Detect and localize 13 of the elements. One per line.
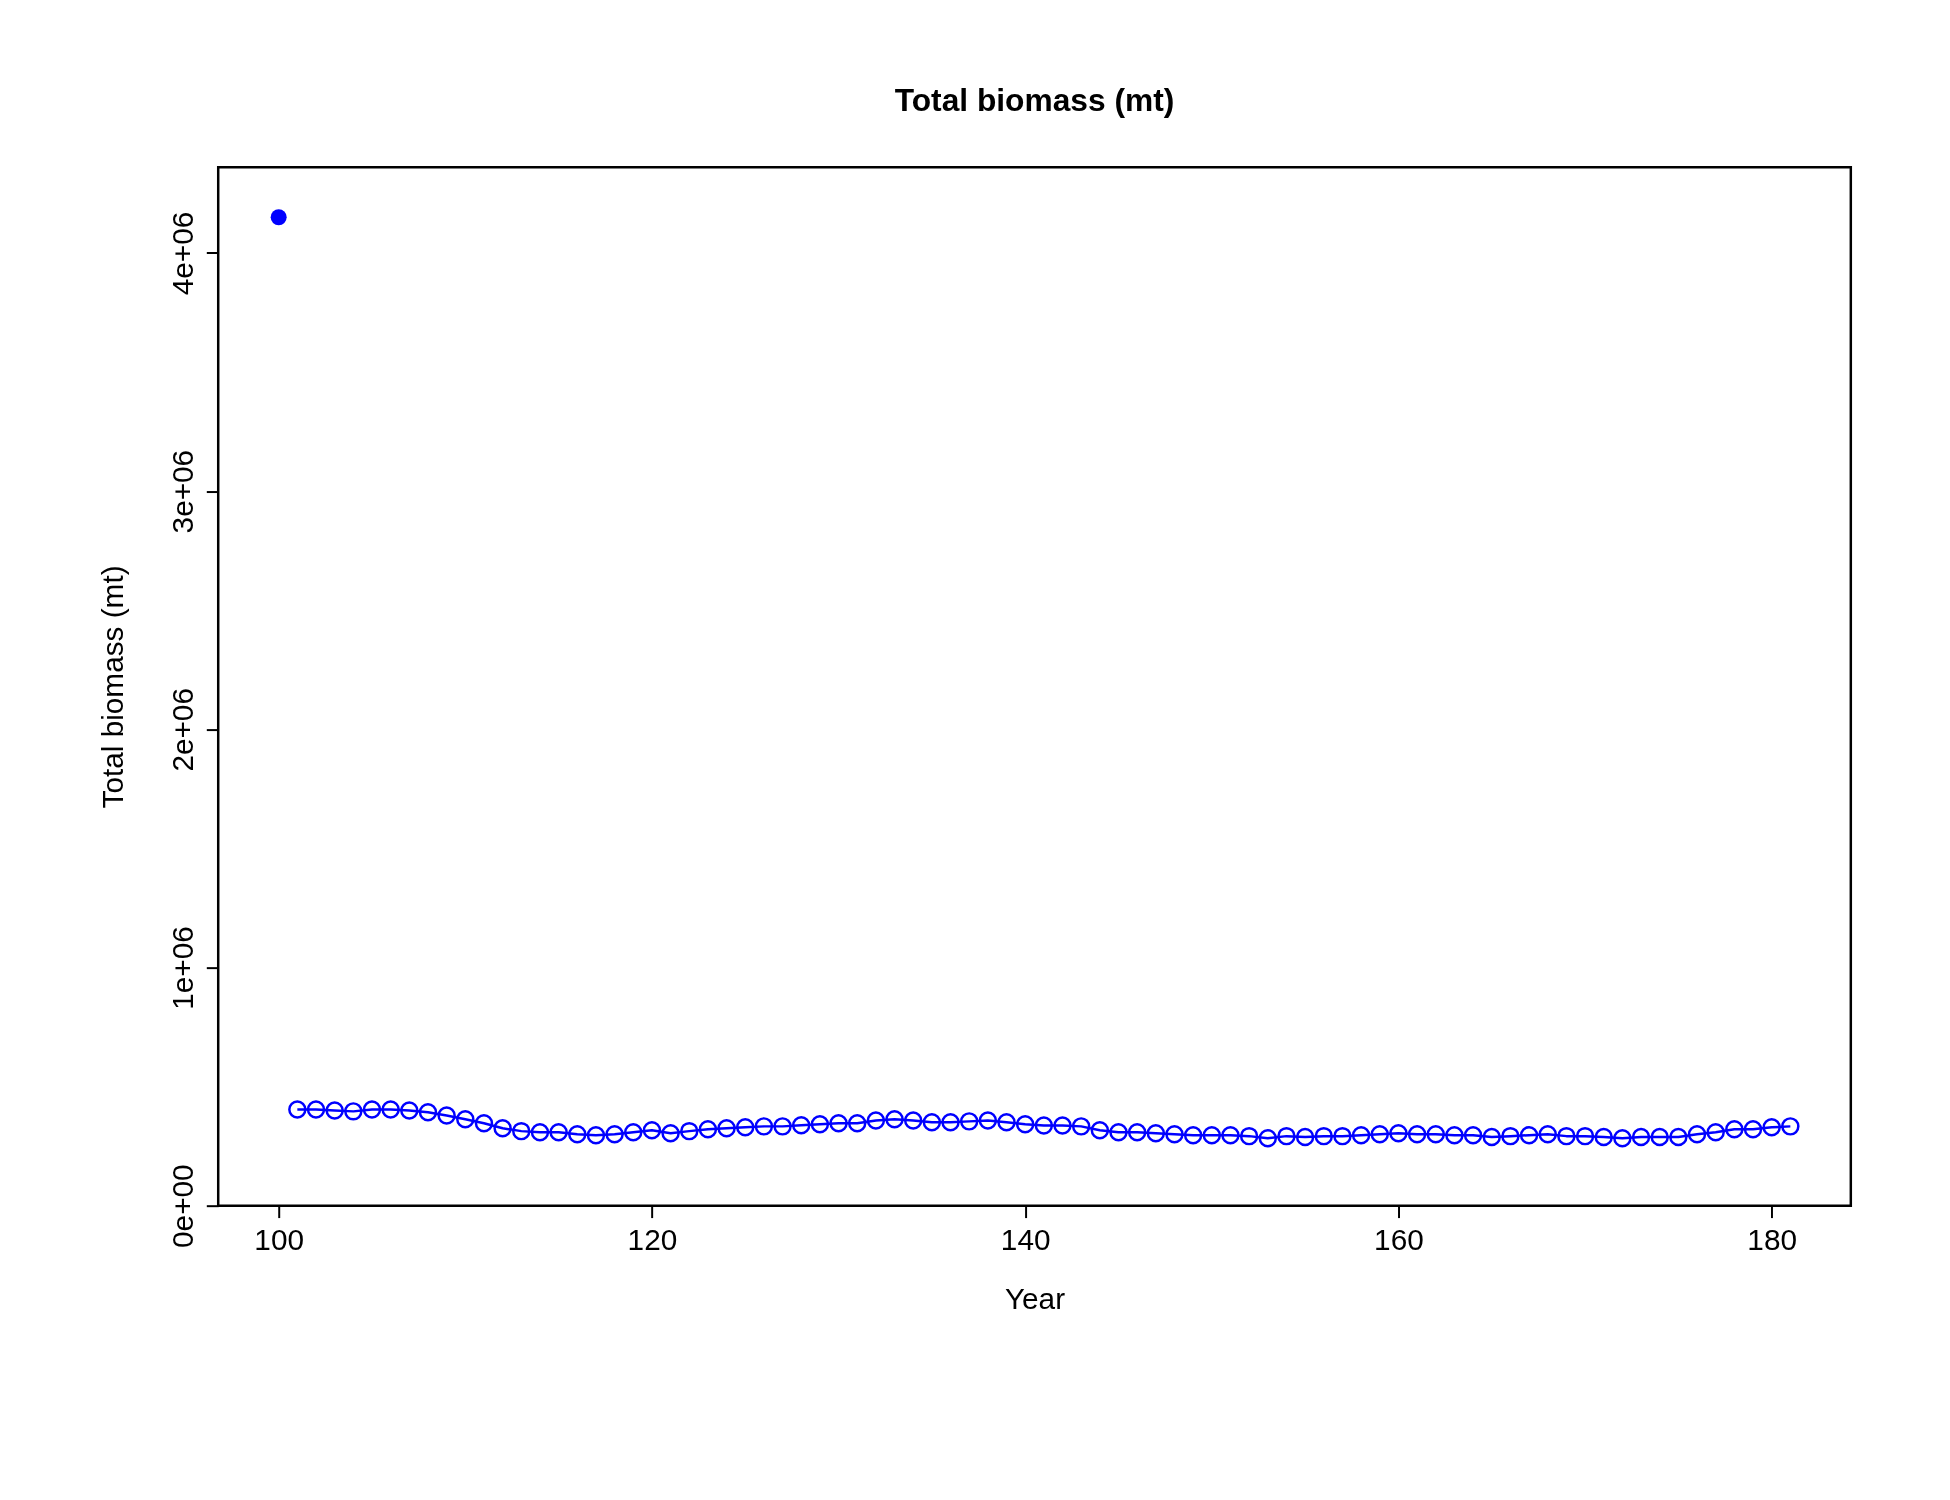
y-tick-label: 4e+06 [165, 211, 199, 296]
x-tick-label: 120 [627, 1222, 678, 1256]
x-tick-label: 100 [254, 1222, 304, 1256]
y-tick-label: 3e+06 [165, 449, 199, 534]
chart-title: Total biomass (mt) [894, 81, 1175, 118]
y-axis-title: Total biomass (mt) [96, 565, 130, 809]
x-tick-label: 140 [1000, 1222, 1051, 1256]
x-tick-label: 180 [1747, 1222, 1797, 1256]
y-tick-label: 1e+06 [165, 926, 199, 1010]
y-tick-label: 2e+06 [165, 688, 199, 772]
x-tick-label: 160 [1374, 1222, 1424, 1256]
x-axis-title: Year [1004, 1282, 1066, 1316]
y-tick-label: 0e+00 [165, 1164, 199, 1248]
